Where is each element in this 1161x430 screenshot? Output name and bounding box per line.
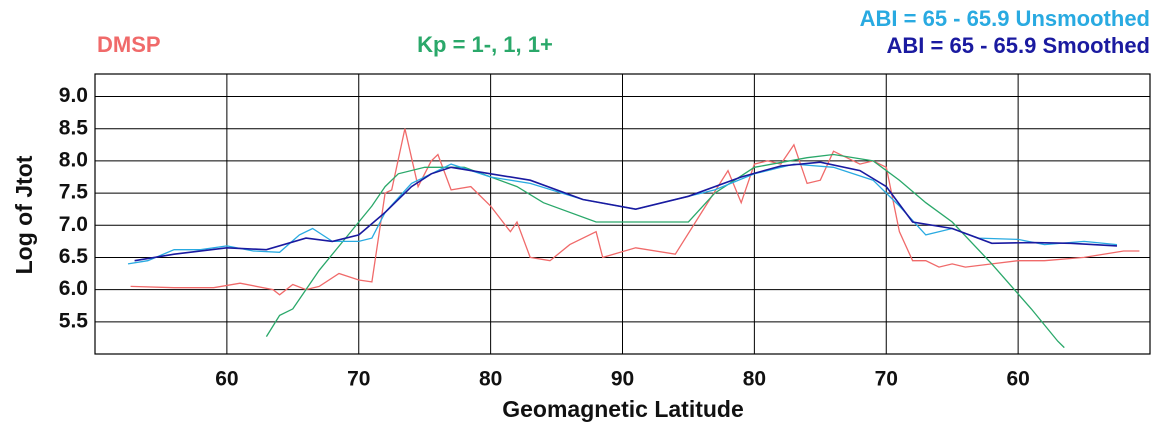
x-tick-label: 60 [1006,368,1029,391]
x-tick-label: 80 [743,368,766,391]
y-tick-label: 6.0 [59,277,88,300]
series-line [265,153,1065,349]
y-axis-title: Log of Jtot [11,155,37,274]
y-tick-label: 8.0 [59,148,88,171]
x-tick-label: 70 [875,368,898,391]
x-tick-label: 70 [347,368,370,391]
x-tick-label: 80 [479,368,502,391]
legend-label: DMSP [97,32,161,57]
legend-label: Kp = 1-, 1, 1+ [417,32,553,57]
y-tick-label: 9.0 [59,84,88,107]
y-tick-label: 6.5 [59,245,89,268]
y-tick-label: 7.5 [59,181,89,204]
y-tick-label: 7.0 [59,213,88,236]
x-axis-title: Geomagnetic Latitude [502,396,744,422]
y-tick-label: 8.5 [59,116,89,139]
series-line [130,128,1140,296]
x-tick-label: 90 [611,368,634,391]
series-line [127,163,1118,265]
legend-label: ABI = 65 - 65.9 Unsmoothed [860,6,1150,31]
x-tick-label: 60 [215,368,238,391]
legend-label: ABI = 65 - 65.9 Smoothed [887,33,1150,58]
series-line [134,161,1118,262]
y-tick-label: 5.5 [59,309,89,332]
